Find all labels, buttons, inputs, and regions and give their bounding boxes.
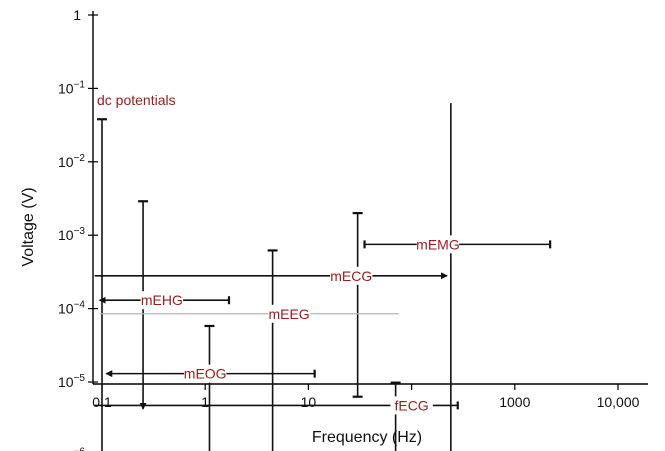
x-tick-label: 1 bbox=[201, 394, 209, 410]
x-tick-label: 10 bbox=[301, 394, 317, 410]
memg-label: mEMG bbox=[416, 236, 460, 252]
label-background bbox=[416, 235, 460, 254]
y-tick-label: 10−2 bbox=[58, 153, 85, 170]
meog-label: mEOG bbox=[184, 366, 227, 382]
label-background bbox=[140, 291, 184, 310]
y-tick-label: 10−1 bbox=[58, 79, 85, 96]
signal-ranges bbox=[94, 103, 552, 451]
y-tick-label: 1 bbox=[73, 7, 81, 23]
label-background bbox=[390, 396, 433, 415]
meeg-label: mEEG bbox=[268, 306, 309, 322]
y-axis-title: Voltage (V) bbox=[20, 187, 37, 266]
label-background bbox=[184, 364, 227, 383]
mecg-label: mECG bbox=[330, 268, 372, 284]
mehg-label: mEHG bbox=[141, 292, 183, 308]
plot-area: 110−110−210−310−410−510−6 0.111010010001… bbox=[58, 7, 648, 451]
label-background bbox=[330, 266, 373, 285]
y-axis: 1 10−1 10−2 10−3 10−4 10−5 10−6 bbox=[58, 7, 98, 451]
dc-potentials-label: dc potentials bbox=[97, 92, 176, 108]
x-axis-title: Frequency (Hz) bbox=[312, 429, 422, 446]
signal-labels: dc potentials mEMG mECG mEHG mEEG mEOG fECG bbox=[97, 92, 460, 415]
y-tick-label: 10−4 bbox=[58, 300, 85, 317]
y-tick-label: 10−3 bbox=[58, 226, 85, 243]
x-tick-label: 10,000 bbox=[597, 394, 640, 410]
y-tick-label: 10−6 bbox=[58, 446, 85, 451]
label-background bbox=[267, 304, 311, 323]
fecg-label: fECG bbox=[394, 397, 428, 413]
y-tick-label: 10−5 bbox=[58, 373, 85, 390]
x-tick-label: 1000 bbox=[499, 394, 530, 410]
